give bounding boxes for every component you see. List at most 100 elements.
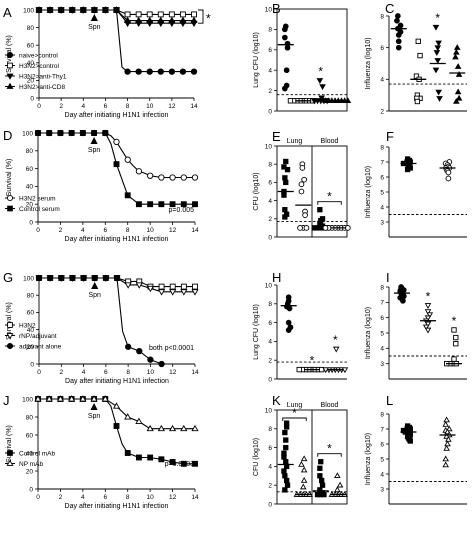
panel-k-group-2-point (299, 483, 307, 490)
panel-k-y-tick-label: 4 (268, 464, 272, 471)
panel-a-series-h3n2-anti-cd8-point (46, 6, 54, 13)
panel-h-group-3-point (332, 346, 340, 353)
panel-l-y-tick-label: 4 (380, 471, 384, 478)
panel-d-series-control-serum-point (192, 201, 198, 208)
panel-d-series-control-serum-point (102, 130, 109, 136)
panel-c-group-2-point (417, 52, 423, 59)
panel-j-spn-label: Spn (88, 413, 101, 420)
panel-f-y-tick-label: 8 (380, 144, 384, 151)
panel-g-x-tick-label: 14 (191, 369, 199, 376)
panel-d-spn-arrow (90, 137, 98, 144)
panel-a-series-h3n2-anti-cd8-point (179, 16, 187, 24)
panel-a-series-naive-control-point (146, 68, 153, 75)
panel-e-group-2-point (302, 212, 308, 219)
panel-g-series-rnp-adjuvant-point (180, 289, 188, 296)
panel-g-label: G (3, 270, 13, 285)
panel-a-series-h3n2-anti-cd8-point (57, 6, 65, 13)
panel-k-group-4-point (336, 481, 344, 488)
panel-d-legend-marker (7, 205, 13, 212)
panel-a-y-tick-label: 0 (30, 95, 34, 102)
panel-d-series-control-serum-point (57, 130, 64, 136)
panel-j-p-value: p=0.0003 (165, 461, 194, 468)
panel-c-group-1-point (394, 17, 400, 24)
panel-j-series-np-mab-point (79, 395, 87, 402)
panel-b-y-tick-label: 6 (268, 47, 272, 54)
panel-j-x-tick-label: 10 (147, 494, 155, 501)
panel-a-x-axis-title: Day after initiating H1N1 infection (65, 112, 169, 119)
panel-b-group-4-point (322, 97, 329, 104)
panel-i-y-axis-title: Influenza (log10) (365, 307, 372, 359)
panel-g-series-adjuvant-alone-point (58, 274, 65, 282)
panel-b-y-axis-title: Lung CFU (log10) (253, 32, 260, 88)
panel-j-series-control-mab-point (113, 423, 120, 429)
panel-g-series-h3n2-point (158, 283, 165, 290)
panel-g-x-tick-label: 6 (104, 369, 108, 376)
panel-k-group-3-point (318, 477, 325, 484)
panel-a-series-h3n2-anti-cd8-point (35, 6, 43, 13)
panel-g-series-adjuvant-alone-point (80, 274, 87, 282)
panel-g-y-tick-label: 80 (27, 293, 35, 300)
panel-l-group-1-point (407, 438, 413, 444)
panel-c-group-4-point (453, 97, 460, 104)
panel-d-legend-label: H3N2 serum (19, 195, 55, 202)
panel-k-group-2-point (300, 476, 308, 483)
panel-c-y-tick-label: 4 (380, 77, 384, 84)
panel-j-legend-label: NP mAb (19, 461, 43, 468)
panel-h-y-axis-title: Lung CFU (log10) (253, 304, 260, 360)
panel-a-series-h3n2-control-point (179, 11, 186, 18)
panel-d-series-h3n2-serum-point (191, 174, 199, 181)
panel-i-group-2-point (424, 327, 432, 334)
panel-d-series-control-serum-line (38, 132, 195, 205)
panel-g-series-h3n2-point (169, 283, 176, 290)
panel-g-x-tick-label: 4 (82, 369, 86, 376)
panel-g-series-h3n2-point (192, 283, 198, 290)
panel-l-y-tick-label: 3 (380, 486, 384, 493)
panel-g-series-rnp-adjuvant-point (146, 285, 155, 293)
panel-k-group-1-point (282, 429, 288, 436)
panel-g-series-rnp-adjuvant-point (135, 282, 143, 289)
panel-g-legend-label: adjuvant alone (19, 343, 62, 350)
panel-d-series-control-serum-point (91, 130, 98, 136)
panel-h-group-1-point (286, 305, 293, 312)
panel-b-significance-star: * (318, 64, 323, 78)
panel-a-series-naive-control-point (124, 68, 131, 75)
panel-e-group-1-point (281, 192, 287, 198)
panel-d-y-axis-title: Survival (%) (6, 159, 13, 197)
panel-a-legend-marker (6, 51, 14, 59)
panel-g-series-adjuvant-alone-point (91, 274, 98, 282)
panel-k-group-3-point (321, 491, 327, 498)
panel-k-group-2-point (300, 466, 308, 473)
panel-a-series-naive-control-point (157, 68, 164, 75)
panel-k-group-1-point (283, 444, 289, 451)
panel-b-group-1-point (283, 67, 290, 74)
panel-k-y-tick-label: 8 (268, 426, 272, 433)
panel-d-x-tick-label: 14 (191, 227, 199, 234)
panel-e-y-tick-label: 4 (268, 198, 272, 205)
panel-l-y-tick-label: 7 (380, 426, 384, 433)
panel-g-y-tick-label: 60 (27, 310, 35, 317)
panel-g-x-tick-label: 8 (126, 369, 130, 376)
panel-a-significance-bracket (198, 9, 204, 24)
panel-l-y-tick-label: 5 (380, 456, 384, 463)
panel-g-legend-marker (6, 333, 14, 340)
panel-g-series-adjuvant-alone-line (39, 277, 162, 365)
panel-c-group-3-point (434, 58, 442, 64)
panel-e-y-tick-label: 6 (268, 180, 272, 187)
panel-d-legend-marker (6, 194, 14, 202)
panel-k-y-axis-title: CFU (log10) (253, 438, 260, 476)
panel-j-series-np-mab-point (135, 417, 143, 424)
panel-f-y-tick-label: 4 (380, 204, 384, 211)
panel-j-y-tick-label: 60 (26, 432, 34, 439)
panel-k-section-label: Lung (287, 402, 303, 409)
panel-e-group-1-point (282, 175, 288, 181)
panel-c-group-3-point (432, 67, 440, 74)
panel-d-x-axis-title: Day after initiating H1N1 infection (65, 236, 169, 243)
panel-e-significance-bracket (317, 201, 342, 205)
panel-f-y-tick-label: 6 (380, 174, 384, 181)
panel-a-x-tick-label: 10 (146, 103, 154, 110)
panel-j-y-tick-label: 20 (26, 468, 34, 475)
panel-c-group-3-point (435, 40, 442, 47)
panel-b-y-tick-label: 2 (268, 88, 272, 95)
panel-a-legend-label: H3N2>control (19, 63, 59, 70)
